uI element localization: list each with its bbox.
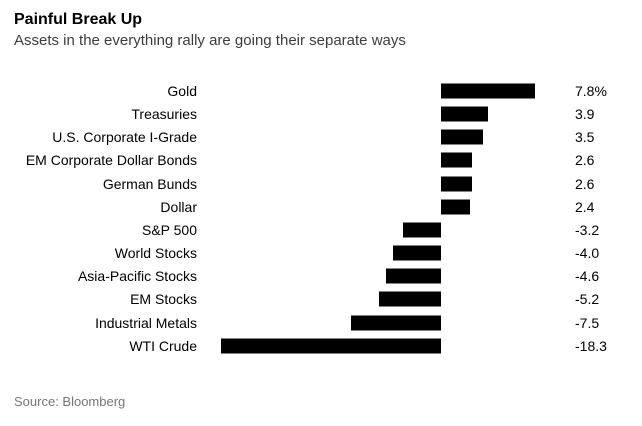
bar <box>402 222 441 238</box>
chart-row: U.S. Corporate I-Grade 3.5 <box>14 126 628 149</box>
chart-header: Painful Break Up Assets in the everythin… <box>14 10 628 50</box>
value-label: -18.3 <box>575 337 607 354</box>
category-label: Dollar <box>160 198 197 215</box>
plot-area <box>201 79 561 102</box>
value-label: 3.5 <box>575 129 595 146</box>
value-label: -7.5 <box>575 314 600 331</box>
chart-row: World Stocks -4.0 <box>14 242 628 265</box>
value-label: 7.8% <box>575 82 607 99</box>
value-label: -5.2 <box>575 291 600 308</box>
chart-row: Treasuries 3.9 <box>14 102 628 125</box>
chart-row: Asia-Pacific Stocks -4.6 <box>14 265 628 288</box>
chart-row: S&P 500 -3.2 <box>14 218 628 241</box>
bar <box>351 315 441 331</box>
category-label: EM Stocks <box>130 291 197 308</box>
bar <box>221 338 441 354</box>
value-label: 2.6 <box>575 152 595 169</box>
category-label: U.S. Corporate I-Grade <box>52 129 197 146</box>
bar <box>441 129 483 145</box>
plot-area <box>201 172 561 195</box>
plot-area <box>201 218 561 241</box>
chart-row: Industrial Metals -7.5 <box>14 311 628 334</box>
category-label: World Stocks <box>114 245 197 262</box>
plot-area <box>201 242 561 265</box>
plot-area <box>201 288 561 311</box>
value-label: 2.4 <box>575 198 595 215</box>
category-label: WTI Crude <box>129 337 197 354</box>
plot-area <box>201 149 561 172</box>
bar <box>441 176 473 192</box>
plot-area <box>201 311 561 334</box>
bar <box>441 152 473 168</box>
value-label: -4.6 <box>575 268 600 285</box>
chart-row: Gold 7.8% <box>14 79 628 102</box>
bar <box>441 83 535 99</box>
chart-title: Painful Break Up <box>14 11 143 28</box>
value-label: 2.6 <box>575 175 595 192</box>
bar <box>385 268 441 284</box>
plot-area <box>201 126 561 149</box>
bar <box>378 291 441 307</box>
value-label: 3.9 <box>575 105 595 122</box>
chart-footer: Source: Bloomberg <box>14 393 628 411</box>
chart-row: German Bunds 2.6 <box>14 172 628 195</box>
chart-subtitle: Assets in the everything rally are going… <box>14 32 406 50</box>
category-label: EM Corporate Dollar Bonds <box>25 152 197 169</box>
bar <box>441 199 470 215</box>
plot-area <box>201 334 561 357</box>
value-label: -3.2 <box>575 221 600 238</box>
source-note: Source: Bloomberg <box>14 394 126 410</box>
chart-row: EM Stocks -5.2 <box>14 288 628 311</box>
value-label: -4.0 <box>575 245 600 262</box>
chart-row: WTI Crude -18.3 <box>14 334 628 357</box>
category-label: Treasuries <box>131 105 197 122</box>
chart-row: EM Corporate Dollar Bonds 2.6 <box>14 149 628 172</box>
plot-area <box>201 102 561 125</box>
plot-area <box>201 195 561 218</box>
category-label: Gold <box>167 82 197 99</box>
bar <box>441 106 488 122</box>
horizontal-bar-chart: Gold 7.8% Treasuries 3.9 U.S. Corporate I-Gr… <box>14 79 628 357</box>
chart-row: Dollar 2.4 <box>14 195 628 218</box>
category-label: German Bunds <box>102 175 197 192</box>
category-label: Asia-Pacific Stocks <box>77 268 197 285</box>
category-label: S&P 500 <box>141 221 197 238</box>
plot-area <box>201 265 561 288</box>
category-label: Industrial Metals <box>95 314 197 331</box>
bar <box>393 245 441 261</box>
